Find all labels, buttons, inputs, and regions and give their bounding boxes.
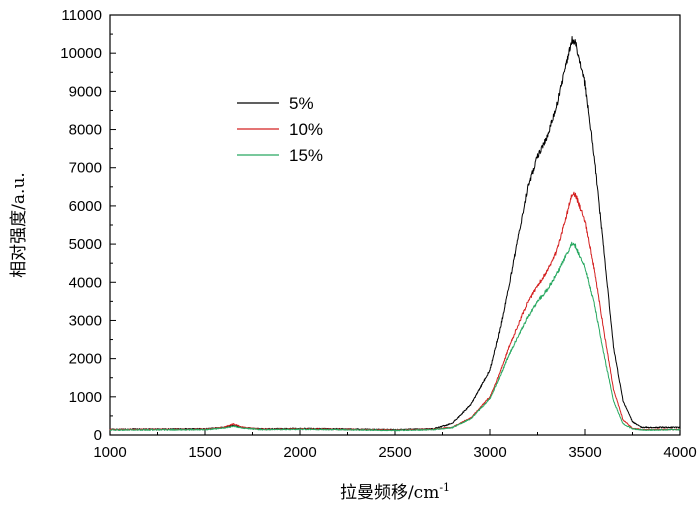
y-tick-label: 9000 [69,83,102,100]
series-line-15pct [109,241,681,432]
series-lines [109,36,681,432]
x-tick-label: 3000 [473,444,506,461]
y-tick-label: 7000 [69,160,102,177]
series-line-10pct [109,191,681,431]
x-tick-label: 1500 [188,444,221,461]
y-tick-label: 6000 [69,198,102,215]
axis-titles: 拉曼频移/cm-1 相对强度/a.u. [9,172,450,503]
x-tick-label: 2000 [283,444,316,461]
legend: 5% 10% 15% [237,94,323,165]
y-tick-label: 11000 [61,7,102,24]
y-tick-label: 0 [94,427,102,444]
x-axis-title: 拉曼频移/cm-1 [340,481,450,503]
legend-label: 5% [289,94,314,113]
x-tick-label: 1000 [93,444,126,461]
legend-label: 10% [289,120,323,139]
y-tick-label: 5000 [69,236,102,253]
y-tick-label: 10000 [60,45,102,62]
x-tick-label: 2500 [378,444,411,461]
axis-ticks: 1000 1500 2000 2500 3000 3500 4000010002000300… [60,7,696,461]
x-tick-label: 3500 [568,444,601,461]
plot-frame [109,14,681,436]
y-tick-label: 8000 [69,122,102,139]
legend-label: 15% [289,146,323,165]
y-axis-title: 相对强度/a.u. [9,172,29,278]
y-tick-label: 2000 [69,351,102,368]
y-tick-label: 1000 [69,389,102,406]
series-line-5pct [109,36,681,431]
y-tick-label: 4000 [69,274,102,291]
y-tick-label: 3000 [69,312,102,329]
x-tick-label: 4000 [663,444,696,461]
